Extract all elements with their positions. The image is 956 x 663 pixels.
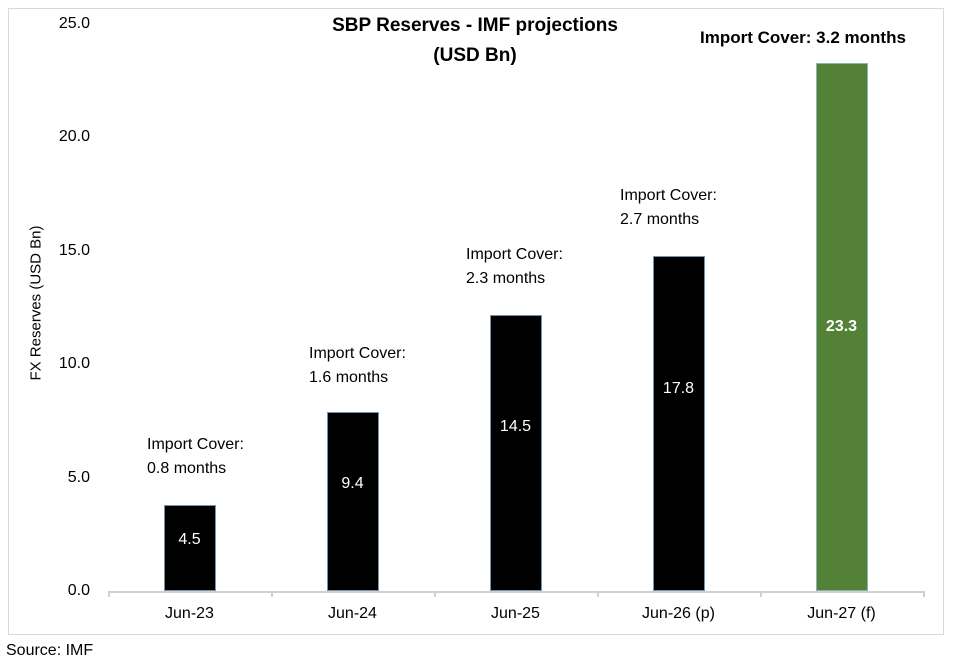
source-note: Source: IMF bbox=[6, 642, 94, 659]
bar-value-label: 14.5 bbox=[499, 417, 532, 435]
y-tick-label: 25.0 bbox=[58, 15, 90, 32]
y-tick-label: 20.0 bbox=[58, 128, 90, 146]
import-cover-annotation: Import Cover: 2.3 months bbox=[466, 243, 563, 291]
annotation-line: 1.6 months bbox=[309, 369, 389, 386]
y-tick-label: 5.0 bbox=[67, 468, 90, 486]
import-cover-annotation: Import Cover: 2.7 months bbox=[620, 184, 717, 232]
x-tick-label: Jun-25 bbox=[491, 605, 540, 622]
import-cover-highlight-annotation: Import Cover: 3.2 months bbox=[700, 28, 906, 47]
x-tick-label: Jun-23 bbox=[165, 605, 214, 622]
annotation-line: 0.8 months bbox=[147, 460, 227, 477]
bar-value-label: 17.8 bbox=[662, 380, 695, 398]
x-axis-line bbox=[108, 591, 923, 593]
y-tick-label: 10.0 bbox=[58, 355, 90, 373]
import-cover-annotation: Import Cover: 0.8 months bbox=[147, 433, 244, 481]
annotation-line: Import Cover: bbox=[466, 246, 563, 263]
axis-tick bbox=[597, 591, 599, 597]
chart-border-frame bbox=[8, 8, 944, 635]
bar bbox=[326, 411, 379, 591]
x-tick-label: Jun-26 (p) bbox=[642, 605, 715, 622]
axis-tick bbox=[760, 591, 762, 597]
chart-title-block: SBP Reserves - IMF projections (USD Bn) bbox=[275, 11, 675, 71]
bar-value-label: 9.4 bbox=[341, 475, 364, 493]
axis-tick bbox=[271, 591, 273, 597]
chart-subtitle: (USD Bn) bbox=[433, 45, 517, 66]
y-tick-label: 15.0 bbox=[58, 241, 90, 259]
annotation-line: Import Cover: bbox=[620, 187, 717, 204]
annotation-line: 2.7 months bbox=[620, 211, 700, 228]
axis-tick bbox=[923, 591, 925, 597]
bar bbox=[163, 504, 216, 591]
x-tick-label: Jun-27 (f) bbox=[807, 605, 876, 622]
chart-title: SBP Reserves - IMF projections bbox=[332, 15, 618, 36]
bar-value-label: 4.5 bbox=[178, 531, 201, 548]
axis-tick bbox=[108, 591, 110, 597]
y-tick-label: 0.0 bbox=[67, 582, 90, 599]
bar bbox=[652, 255, 705, 591]
annotation-line: 2.3 months bbox=[466, 270, 546, 287]
annotation-line: Import Cover: bbox=[309, 345, 406, 362]
axis-tick bbox=[434, 591, 436, 597]
bar bbox=[815, 63, 868, 591]
bar-value-label: 23.3 bbox=[825, 318, 858, 335]
import-cover-annotation: Import Cover: 1.6 months bbox=[309, 342, 406, 390]
x-tick-label: Jun-24 bbox=[328, 605, 377, 622]
annotation-line: Import Cover: bbox=[147, 436, 244, 453]
bar bbox=[489, 314, 542, 591]
